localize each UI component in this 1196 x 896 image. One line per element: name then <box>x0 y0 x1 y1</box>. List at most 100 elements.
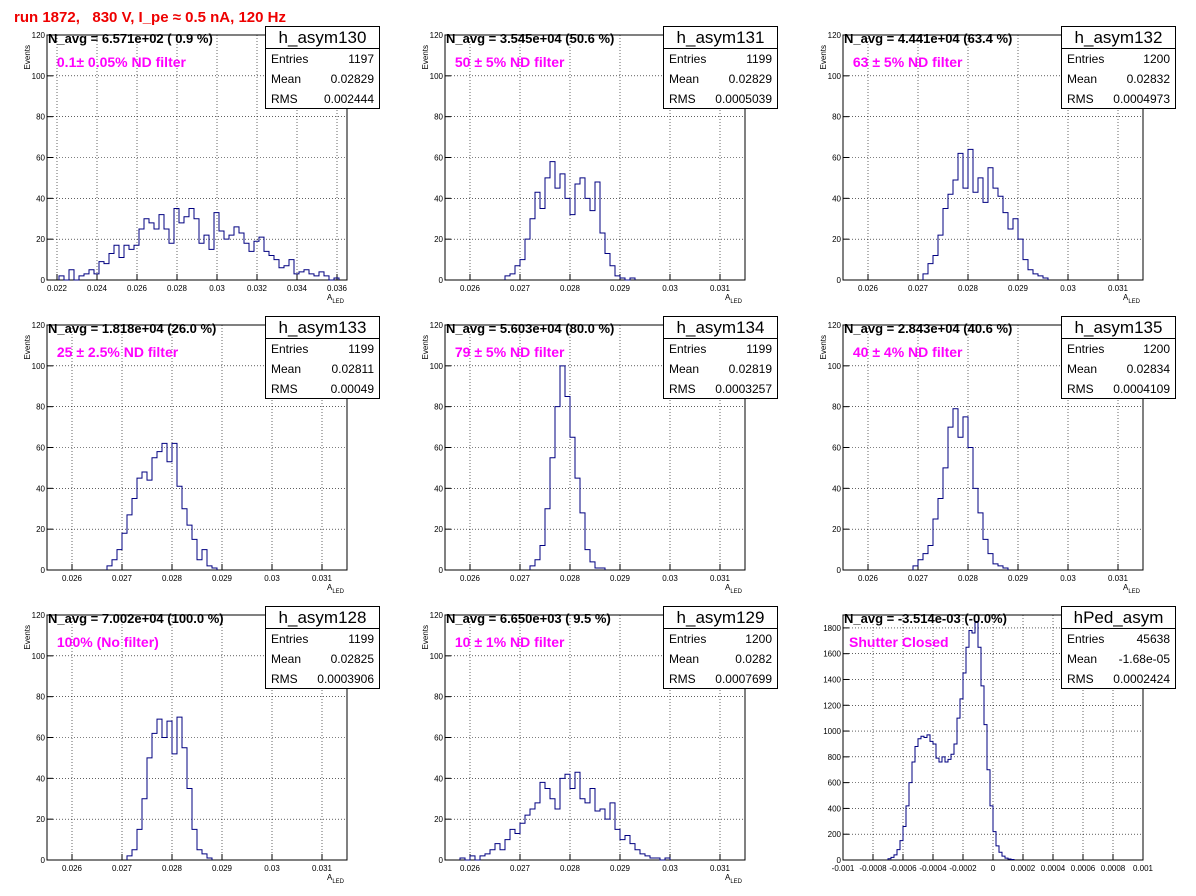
navg-label: N_avg = 5.603e+04 (80.0 %) <box>446 321 615 336</box>
stats-mean-row: Mean 0.02829 <box>664 69 777 89</box>
stats-rms-value: 0.0005039 <box>715 92 772 106</box>
histogram-panel-hPed_asym: -0.001 -0.0008 -0.0006 -0.0004 -0.0002 0 0.000… <box>796 606 1194 896</box>
stats-entries-row: Entries 1200 <box>1062 49 1175 69</box>
stats-rms-row: RMS 0.0007699 <box>664 669 777 689</box>
histogram-bin <box>152 733 157 860</box>
stats-rms-label: RMS <box>271 672 298 686</box>
histogram-bin <box>99 262 104 280</box>
histogram-bin <box>918 560 923 570</box>
y-tick-label: 0 <box>837 856 842 865</box>
histogram-bin <box>921 736 924 860</box>
histogram-bin <box>177 717 182 860</box>
stats-histogram-name: h_asym134 <box>664 317 777 339</box>
histogram-bin <box>990 806 993 860</box>
histogram-bin <box>460 858 465 860</box>
histogram-plot: 0.026 0.027 0.028 0.029 0.03 0.031 0 20 40 60 80 10… <box>421 321 746 595</box>
histogram-bin <box>580 799 585 860</box>
histogram-bin <box>114 245 119 280</box>
stats-histogram-name: h_asym135 <box>1062 317 1175 339</box>
y-tick-label: 80 <box>36 403 45 412</box>
stats-mean-row: Mean 0.02819 <box>664 359 777 379</box>
histogram-bin <box>132 499 137 570</box>
histogram-bin <box>79 276 84 280</box>
histogram-bin <box>535 192 540 280</box>
histogram-bin <box>973 488 978 570</box>
navg-label: N_avg = 1.818e+04 (26.0 %) <box>48 321 217 336</box>
stats-rms-row: RMS 0.0003906 <box>266 669 379 689</box>
x-tick-label: 0.0006 <box>1071 864 1096 873</box>
histogram-bin <box>590 562 595 570</box>
histogram-bin <box>197 560 202 570</box>
histogram-bin <box>545 789 550 860</box>
stats-rms-value: 0.002444 <box>323 92 374 106</box>
histogram-bin <box>142 472 147 570</box>
histogram-bin <box>630 278 635 280</box>
x-tick-label: 0.029 <box>610 864 631 873</box>
histogram-bin <box>182 509 187 570</box>
y-tick-label: 80 <box>832 403 841 412</box>
histogram-bin <box>585 198 590 280</box>
stats-rms-label: RMS <box>1067 382 1094 396</box>
histogram-bin <box>973 192 978 280</box>
y-tick-label: 40 <box>832 484 841 493</box>
histogram-bin <box>127 515 132 570</box>
histogram-bin <box>149 223 154 280</box>
stats-mean-row: Mean 0.02825 <box>266 649 379 669</box>
histogram-plot: -0.001 -0.0008 -0.0006 -0.0004 -0.0002 0 0.000… <box>823 614 1154 873</box>
stats-entries-row: Entries 45638 <box>1062 629 1175 649</box>
stats-mean-label: Mean <box>1067 72 1098 86</box>
histogram-bin <box>942 757 945 860</box>
x-axis-label-subscript: LED <box>730 299 742 305</box>
histogram-bin <box>650 858 655 860</box>
y-tick-label: 60 <box>36 734 45 743</box>
y-tick-label: 120 <box>828 321 842 330</box>
histogram-bin <box>565 198 570 280</box>
histogram-bin <box>909 783 912 860</box>
histogram-bin <box>550 458 555 570</box>
histogram-bin <box>1013 219 1018 280</box>
stats-box: h_asym133 Entries 1199 Mean 0.02811 RMS 0.0004… <box>265 316 380 399</box>
histogram-bin <box>933 744 936 860</box>
stats-histogram-name: h_asym131 <box>664 27 777 49</box>
y-axis-label: Events <box>421 335 430 359</box>
stats-rms-value: 0.0007699 <box>715 672 772 686</box>
y-tick-label: 120 <box>32 31 46 40</box>
histogram-bin <box>127 856 132 860</box>
y-tick-label: 40 <box>36 194 45 203</box>
histogram-panel-h_asym133: 0.026 0.027 0.028 0.029 0.03 0.031 0 20 40 60 80 10… <box>0 316 398 606</box>
histogram-bin <box>605 253 610 280</box>
stats-mean-value: 0.02825 <box>330 652 374 666</box>
filter-annotation: 100% (No filter) <box>53 634 159 650</box>
y-tick-label: 1800 <box>823 624 841 633</box>
y-tick-label: 1400 <box>823 675 841 684</box>
x-tick-label: 0.031 <box>1108 574 1129 583</box>
histogram-bin <box>530 219 535 280</box>
stats-mean-value: -1.68e-05 <box>1118 652 1170 666</box>
x-tick-label: 0.029 <box>212 574 233 583</box>
x-axis-label: ALED <box>327 293 345 305</box>
histogram-bin <box>505 840 510 860</box>
x-tick-label: 0.029 <box>212 864 233 873</box>
x-tick-label: 0.026 <box>460 864 481 873</box>
histogram-bin <box>224 239 229 280</box>
histogram-bin <box>968 149 973 280</box>
stats-mean-value: 0.02834 <box>1126 362 1170 376</box>
x-tick-label: 0.031 <box>312 574 333 583</box>
histogram-bin <box>943 209 948 280</box>
histogram-bin <box>948 427 953 570</box>
stats-rms-label: RMS <box>1067 672 1094 686</box>
histogram-bin <box>978 647 981 860</box>
histogram-bin <box>139 229 144 280</box>
stats-rms-label: RMS <box>669 92 696 106</box>
y-tick-label: 80 <box>832 113 841 122</box>
stats-rms-label: RMS <box>1067 92 1094 106</box>
stats-mean-value: 0.02819 <box>728 362 772 376</box>
x-tick-label: 0.03 <box>209 284 225 293</box>
y-tick-label: 120 <box>430 31 444 40</box>
stats-entries-label: Entries <box>1067 342 1105 356</box>
y-tick-label: 20 <box>36 525 45 534</box>
histogram-bin <box>249 251 254 280</box>
histogram-bin <box>169 243 174 280</box>
histogram-bin <box>197 850 202 860</box>
histogram-plot: 0.026 0.027 0.028 0.029 0.03 0.031 0 20 40 60 80 10… <box>421 31 746 305</box>
